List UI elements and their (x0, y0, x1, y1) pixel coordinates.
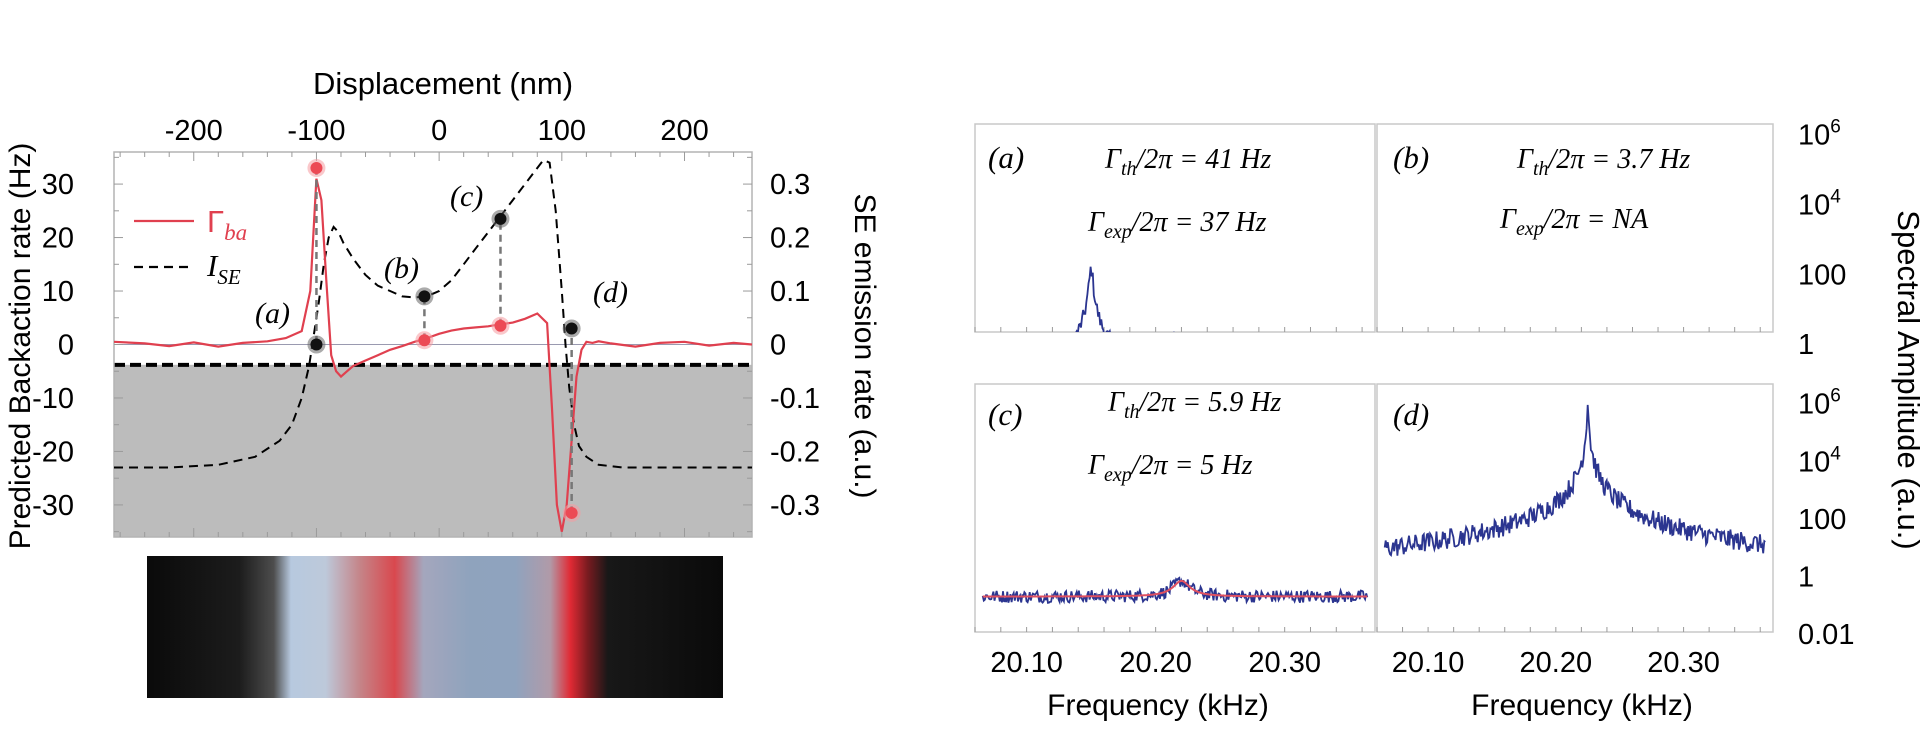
left-tick-label: -20 (32, 436, 74, 468)
right-tick-label: -0.1 (770, 383, 820, 415)
spectrum-trace-c (981, 576, 1369, 606)
legend: Γba ISE (134, 204, 247, 289)
x-axis-title-left: Frequency (kHz) (1047, 689, 1269, 722)
spectrum-panel-frame-d (1376, 383, 1774, 633)
top-tick-label: -100 (287, 115, 345, 147)
marker-dot-backaction (418, 334, 431, 347)
y-tick-label: 100 (1798, 259, 1846, 291)
spectrum-trace-b (1385, 361, 1766, 376)
gamma-ba-curve (114, 178, 752, 532)
right-minor-ticks (974, 327, 1761, 632)
fit-curve-a (983, 339, 1368, 366)
marker-label-c: (c) (450, 180, 483, 213)
panel-label-d: (d) (1393, 397, 1429, 432)
x-tick-label: 20.20 (1119, 647, 1192, 679)
marker-dot-se (494, 212, 507, 225)
panel-c-gamma-exp: Γexp/2π = 5 Hz (1087, 450, 1253, 486)
marker-dot-se (565, 322, 578, 335)
top-tick-label: 0 (431, 115, 447, 147)
top-axis-title: Displacement (nm) (313, 66, 573, 101)
y-tick-label: 104 (1798, 186, 1841, 221)
y-tick-label: 100 (1798, 504, 1846, 536)
spectrum-panel-frame-a (974, 123, 1376, 333)
legend-gamma-label: Γba (207, 204, 247, 245)
right-tick-label: 0 (770, 330, 786, 362)
right-tick-label: -0.3 (770, 490, 820, 522)
marker-dot-se (418, 290, 431, 303)
x-axis-title-right: Frequency (kHz) (1471, 689, 1693, 722)
marker-label-a: (a) (255, 297, 290, 330)
right-tick-label: -0.2 (770, 436, 820, 468)
spectrum-panel-frame-b (1376, 123, 1774, 333)
right-tick-label: 0.3 (770, 169, 810, 201)
marker-label-b: (b) (384, 252, 419, 285)
panel-c-gamma-th: Γth/2π = 5.9 Hz (1107, 387, 1281, 423)
marker-dot-backaction (565, 506, 578, 519)
top-tick-label: 100 (538, 115, 586, 147)
y-tick-label: 1 (1798, 329, 1814, 361)
x-tick-label: 20.20 (1520, 647, 1593, 679)
panel-a-gamma-exp: Γexp/2π = 37 Hz (1087, 207, 1267, 243)
left-tick-label: 30 (42, 169, 74, 201)
top-tick-label: 200 (660, 115, 708, 147)
left-tick-label: 20 (42, 223, 74, 255)
ise-curve (114, 158, 752, 469)
marker-label-d: (d) (593, 276, 628, 309)
fit-curve-c (982, 579, 1368, 598)
right-axis-title: SE emission rate (a.u.) (848, 193, 881, 498)
x-tick-label: 20.10 (1392, 647, 1465, 679)
left-tick-label: 0 (58, 330, 74, 362)
left-chart: Displacement (nm) -200 -100 0 100 200 Pr… (4, 66, 881, 698)
panel-b-gamma-exp: Γexp/2π = NA (1499, 204, 1649, 240)
marker-dot-backaction (494, 319, 507, 332)
left-tick-label: -10 (32, 383, 74, 415)
panel-a-gamma-th: Γth/2π = 41 Hz (1104, 144, 1271, 180)
left-axis-title: Predicted Backaction rate (Hz) (4, 143, 37, 550)
panel-b-gamma-th: Γth/2π = 3.7 Hz (1516, 144, 1690, 180)
marker-dot-se (310, 338, 323, 351)
spectrum-trace-d (1383, 404, 1766, 557)
marker-dot-backaction (310, 162, 323, 175)
left-tick-label: 10 (42, 276, 74, 308)
y-tick-label: 0.01 (1798, 619, 1854, 651)
right-tick-label: 0.1 (770, 276, 810, 308)
x-tick-label: 20.30 (1647, 647, 1720, 679)
panel-label-a: (a) (988, 140, 1024, 175)
y-tick-label: 104 (1798, 443, 1841, 478)
panel-label-b: (b) (1393, 140, 1429, 175)
sample-image-strip (147, 556, 723, 698)
y-tick-label: 106 (1798, 386, 1841, 421)
left-minor-ticks (114, 152, 752, 537)
right-tick-label: 0.2 (770, 223, 810, 255)
y-tick-label: 1 (1798, 561, 1814, 593)
top-tick-label: -200 (165, 115, 223, 147)
spectrum-trace-a (1075, 266, 1175, 332)
left-tick-label: -30 (32, 490, 74, 522)
legend-ise-label: ISE (206, 248, 241, 289)
y-axis-title: Spectral Amplitude (a.u.) (1891, 210, 1920, 549)
spectrum-panel-frame-c (974, 383, 1376, 633)
y-tick-label: 106 (1798, 117, 1841, 152)
x-tick-label: 20.30 (1248, 647, 1321, 679)
panel-label-c: (c) (988, 397, 1022, 432)
left-shaded-region (114, 364, 752, 537)
left-markers (307, 159, 581, 522)
right-chart: (a) Γth/2π = 41 Hz Γexp/2π = 37 Hz (b) Γ… (974, 117, 1920, 722)
x-tick-label: 20.10 (990, 647, 1063, 679)
